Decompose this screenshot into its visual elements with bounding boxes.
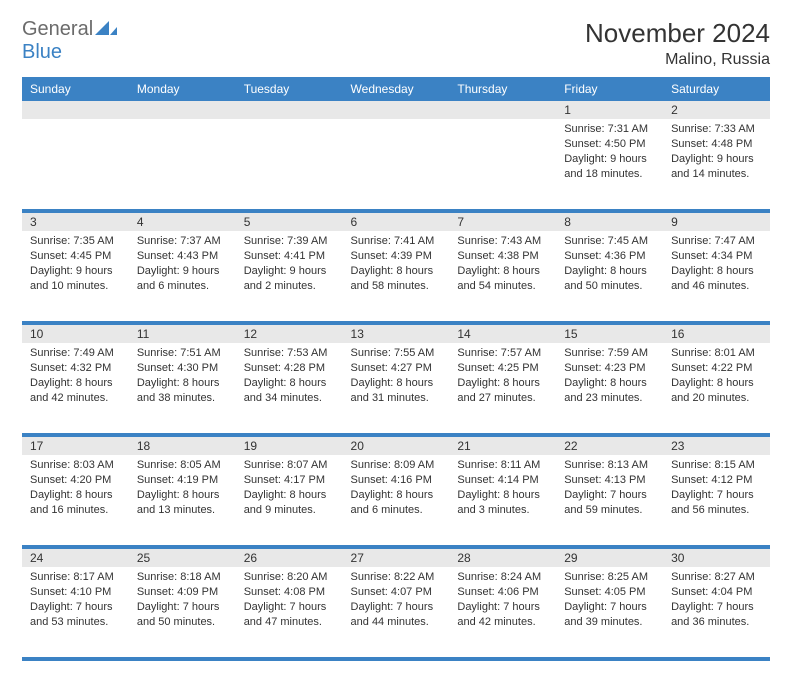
day-cell bbox=[449, 119, 556, 210]
daynum-row: 10111213141516 bbox=[22, 324, 770, 343]
day-number: 3 bbox=[22, 212, 129, 231]
content-row: Sunrise: 7:35 AMSunset: 4:45 PMDaylight:… bbox=[22, 231, 770, 322]
content-row: Sunrise: 8:03 AMSunset: 4:20 PMDaylight:… bbox=[22, 455, 770, 546]
weekday-header: Wednesday bbox=[343, 77, 450, 101]
weekday-header: Friday bbox=[556, 77, 663, 101]
daynum-row: 3456789 bbox=[22, 212, 770, 231]
day-cell: Sunrise: 8:07 AMSunset: 4:17 PMDaylight:… bbox=[236, 455, 343, 546]
day-number: 23 bbox=[663, 436, 770, 455]
day-number: 10 bbox=[22, 324, 129, 343]
day-number: 13 bbox=[343, 324, 450, 343]
day-number: 2 bbox=[663, 101, 770, 119]
title-block: November 2024 Malino, Russia bbox=[585, 18, 770, 69]
day-cell: Sunrise: 7:43 AMSunset: 4:38 PMDaylight:… bbox=[449, 231, 556, 322]
day-number: 6 bbox=[343, 212, 450, 231]
day-number: 17 bbox=[22, 436, 129, 455]
weekday-header-row: Sunday Monday Tuesday Wednesday Thursday… bbox=[22, 77, 770, 101]
weekday-header: Tuesday bbox=[236, 77, 343, 101]
day-cell: Sunrise: 7:39 AMSunset: 4:41 PMDaylight:… bbox=[236, 231, 343, 322]
day-cell: Sunrise: 7:55 AMSunset: 4:27 PMDaylight:… bbox=[343, 343, 450, 434]
day-number bbox=[236, 101, 343, 119]
day-cell: Sunrise: 8:17 AMSunset: 4:10 PMDaylight:… bbox=[22, 567, 129, 658]
day-number: 15 bbox=[556, 324, 663, 343]
location: Malino, Russia bbox=[585, 51, 770, 69]
day-cell: Sunrise: 8:24 AMSunset: 4:06 PMDaylight:… bbox=[449, 567, 556, 658]
month-title: November 2024 bbox=[585, 18, 770, 49]
day-number: 9 bbox=[663, 212, 770, 231]
day-number: 11 bbox=[129, 324, 236, 343]
weekday-header: Sunday bbox=[22, 77, 129, 101]
logo-word-1: General bbox=[22, 18, 93, 40]
day-cell: Sunrise: 7:59 AMSunset: 4:23 PMDaylight:… bbox=[556, 343, 663, 434]
day-number: 19 bbox=[236, 436, 343, 455]
day-number: 30 bbox=[663, 548, 770, 567]
day-cell: Sunrise: 8:01 AMSunset: 4:22 PMDaylight:… bbox=[663, 343, 770, 434]
day-cell: Sunrise: 7:57 AMSunset: 4:25 PMDaylight:… bbox=[449, 343, 556, 434]
daynum-row: 24252627282930 bbox=[22, 548, 770, 567]
day-number: 1 bbox=[556, 101, 663, 119]
day-number bbox=[343, 101, 450, 119]
day-number: 22 bbox=[556, 436, 663, 455]
day-cell: Sunrise: 8:18 AMSunset: 4:09 PMDaylight:… bbox=[129, 567, 236, 658]
day-cell: Sunrise: 8:22 AMSunset: 4:07 PMDaylight:… bbox=[343, 567, 450, 658]
day-number: 28 bbox=[449, 548, 556, 567]
day-cell: Sunrise: 8:03 AMSunset: 4:20 PMDaylight:… bbox=[22, 455, 129, 546]
content-row: Sunrise: 7:49 AMSunset: 4:32 PMDaylight:… bbox=[22, 343, 770, 434]
day-cell: Sunrise: 8:09 AMSunset: 4:16 PMDaylight:… bbox=[343, 455, 450, 546]
day-number: 5 bbox=[236, 212, 343, 231]
day-cell: Sunrise: 8:05 AMSunset: 4:19 PMDaylight:… bbox=[129, 455, 236, 546]
day-number: 14 bbox=[449, 324, 556, 343]
day-number: 4 bbox=[129, 212, 236, 231]
day-cell: Sunrise: 8:13 AMSunset: 4:13 PMDaylight:… bbox=[556, 455, 663, 546]
daynum-row: 12 bbox=[22, 101, 770, 119]
day-number: 8 bbox=[556, 212, 663, 231]
day-cell bbox=[236, 119, 343, 210]
day-number: 29 bbox=[556, 548, 663, 567]
day-number bbox=[449, 101, 556, 119]
week-separator bbox=[22, 658, 770, 660]
content-row: Sunrise: 8:17 AMSunset: 4:10 PMDaylight:… bbox=[22, 567, 770, 658]
weekday-header: Thursday bbox=[449, 77, 556, 101]
day-cell: Sunrise: 7:33 AMSunset: 4:48 PMDaylight:… bbox=[663, 119, 770, 210]
header: General Blue November 2024 Malino, Russi… bbox=[22, 18, 770, 69]
day-cell: Sunrise: 7:35 AMSunset: 4:45 PMDaylight:… bbox=[22, 231, 129, 322]
day-number: 27 bbox=[343, 548, 450, 567]
daynum-row: 17181920212223 bbox=[22, 436, 770, 455]
logo-sail-icon bbox=[95, 18, 117, 41]
logo: General Blue bbox=[22, 18, 117, 64]
day-cell: Sunrise: 7:49 AMSunset: 4:32 PMDaylight:… bbox=[22, 343, 129, 434]
day-number: 24 bbox=[22, 548, 129, 567]
calendar-table: Sunday Monday Tuesday Wednesday Thursday… bbox=[22, 77, 770, 661]
day-cell bbox=[129, 119, 236, 210]
day-cell: Sunrise: 7:31 AMSunset: 4:50 PMDaylight:… bbox=[556, 119, 663, 210]
day-cell: Sunrise: 8:11 AMSunset: 4:14 PMDaylight:… bbox=[449, 455, 556, 546]
day-cell: Sunrise: 7:51 AMSunset: 4:30 PMDaylight:… bbox=[129, 343, 236, 434]
day-cell: Sunrise: 7:47 AMSunset: 4:34 PMDaylight:… bbox=[663, 231, 770, 322]
day-number: 18 bbox=[129, 436, 236, 455]
day-cell: Sunrise: 7:37 AMSunset: 4:43 PMDaylight:… bbox=[129, 231, 236, 322]
day-number: 25 bbox=[129, 548, 236, 567]
day-cell: Sunrise: 7:45 AMSunset: 4:36 PMDaylight:… bbox=[556, 231, 663, 322]
day-number: 21 bbox=[449, 436, 556, 455]
content-row: Sunrise: 7:31 AMSunset: 4:50 PMDaylight:… bbox=[22, 119, 770, 210]
day-cell: Sunrise: 8:25 AMSunset: 4:05 PMDaylight:… bbox=[556, 567, 663, 658]
day-cell bbox=[22, 119, 129, 210]
day-cell: Sunrise: 8:15 AMSunset: 4:12 PMDaylight:… bbox=[663, 455, 770, 546]
day-number: 7 bbox=[449, 212, 556, 231]
weekday-header: Saturday bbox=[663, 77, 770, 101]
day-number: 20 bbox=[343, 436, 450, 455]
day-number bbox=[129, 101, 236, 119]
weekday-header: Monday bbox=[129, 77, 236, 101]
day-cell: Sunrise: 8:27 AMSunset: 4:04 PMDaylight:… bbox=[663, 567, 770, 658]
day-cell: Sunrise: 8:20 AMSunset: 4:08 PMDaylight:… bbox=[236, 567, 343, 658]
day-cell: Sunrise: 7:53 AMSunset: 4:28 PMDaylight:… bbox=[236, 343, 343, 434]
day-cell bbox=[343, 119, 450, 210]
logo-text: General Blue bbox=[22, 18, 117, 64]
day-cell: Sunrise: 7:41 AMSunset: 4:39 PMDaylight:… bbox=[343, 231, 450, 322]
day-number: 12 bbox=[236, 324, 343, 343]
logo-word-2: Blue bbox=[22, 41, 62, 63]
day-number bbox=[22, 101, 129, 119]
day-number: 16 bbox=[663, 324, 770, 343]
day-number: 26 bbox=[236, 548, 343, 567]
